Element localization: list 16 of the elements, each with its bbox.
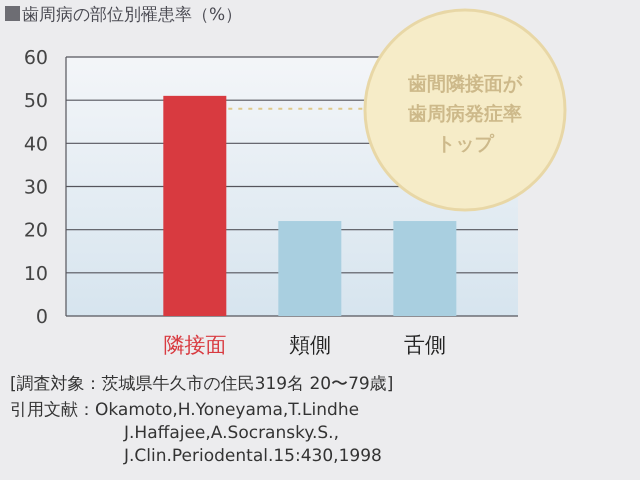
annotation: 歯周病発症率 (407, 103, 522, 125)
y-tick-label: 20 (24, 220, 48, 242)
y-tick-label: 30 (24, 176, 48, 198)
x-tick-label: 頬側 (288, 333, 331, 357)
y-tick-label: 40 (24, 133, 48, 156)
y-tick-label: 10 (24, 262, 48, 285)
text: [調査対象：茨城県牛久市の住民319名 20〜79歳] (10, 374, 394, 394)
x-tick-label: 舌側 (404, 333, 446, 357)
y-tick-label: 0 (36, 306, 48, 328)
annotation: 歯間隣接面が (407, 73, 523, 95)
y-tick-label: 60 (24, 47, 48, 69)
y-tick-label: 50 (24, 90, 48, 112)
text: 引用文献：Okamoto,H.Yoneyama,T.Lindhe J.Haffajee,A.Socransky.S., J.Clin.Periodental.15:430,1998 (10, 400, 382, 466)
chart-title: 歯周病の部位別罹患率（%） (22, 5, 242, 25)
x-tick-label: 隣接面 (163, 333, 226, 357)
annotation: トップ (436, 133, 494, 155)
